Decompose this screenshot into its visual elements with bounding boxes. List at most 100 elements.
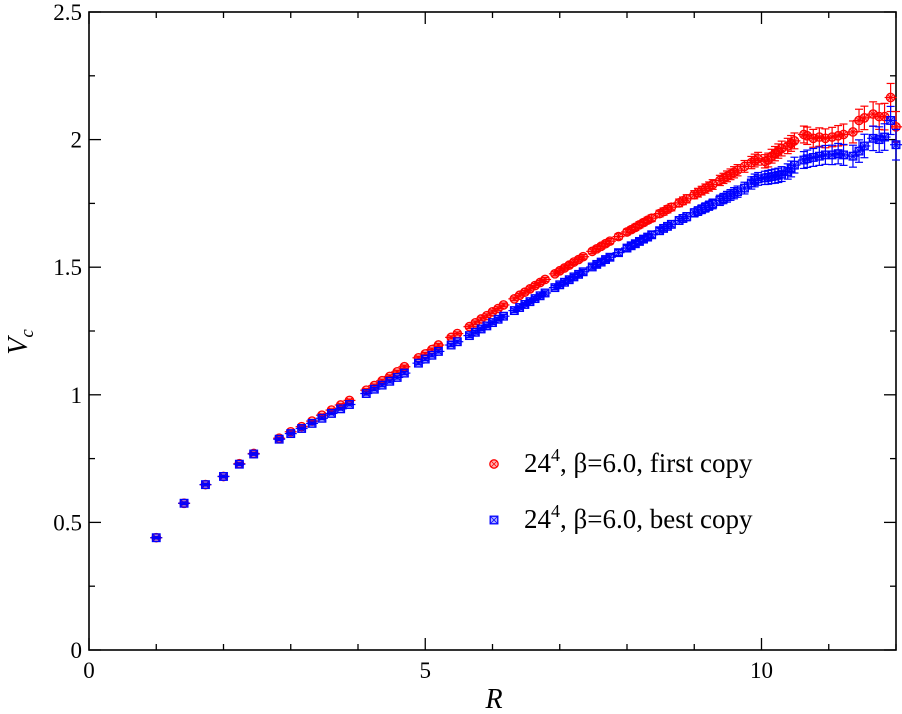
data-point	[603, 252, 616, 262]
y-tick-label: 1	[71, 383, 83, 408]
data-point	[612, 231, 625, 242]
point-marker	[550, 283, 560, 293]
point-marker	[327, 408, 336, 418]
data-point	[539, 288, 552, 298]
legend-superscript: 4	[551, 501, 560, 521]
point-marker	[452, 328, 463, 339]
data-point	[376, 380, 389, 390]
point-marker	[891, 140, 901, 150]
point-marker	[839, 150, 848, 160]
point-marker	[201, 480, 210, 490]
point-marker	[535, 291, 545, 301]
y-tick-label: 0	[71, 638, 83, 663]
data-point	[199, 480, 212, 490]
point-marker	[317, 413, 327, 423]
data-point	[398, 368, 411, 378]
point-marker	[790, 160, 799, 170]
legend-label: 244, β=6.0, first copy	[524, 445, 753, 478]
legend-text-rest: , β=6.0, first copy	[560, 448, 753, 478]
point-marker	[540, 288, 550, 298]
point-marker	[525, 297, 535, 307]
point-marker	[614, 248, 623, 258]
legend-label: 244, β=6.0, best copy	[524, 501, 753, 534]
point-marker	[578, 267, 588, 277]
y-axis-label: Vc	[3, 329, 38, 355]
data-point	[513, 303, 526, 312]
point-marker	[605, 236, 615, 247]
point-marker	[885, 92, 896, 103]
point-marker	[392, 372, 402, 382]
data-point	[867, 101, 880, 127]
point-marker	[361, 389, 371, 398]
point-marker	[613, 231, 624, 242]
point-marker	[345, 400, 354, 409]
legend-entry: 244, β=6.0, best copy	[489, 501, 753, 534]
data-point	[706, 198, 719, 210]
data-point	[432, 346, 445, 356]
point-marker	[452, 337, 462, 347]
legend-text-rest: , β=6.0, best copy	[560, 504, 753, 534]
point-marker	[151, 533, 161, 543]
data-point	[873, 126, 886, 153]
data-point	[612, 248, 625, 258]
data-point	[523, 297, 536, 307]
data-point	[508, 306, 521, 316]
data-point	[284, 429, 297, 439]
point-marker	[740, 183, 749, 193]
data-point	[837, 123, 850, 146]
data-series	[150, 82, 902, 543]
point-marker	[859, 113, 870, 123]
data-point	[247, 449, 260, 459]
point-marker	[647, 230, 657, 240]
data-point	[775, 140, 788, 157]
data-point	[603, 236, 616, 247]
point-marker	[498, 300, 509, 310]
point-marker	[646, 213, 657, 224]
point-marker	[520, 300, 530, 309]
legend-superscript: 4	[551, 445, 560, 465]
data-point	[807, 147, 820, 167]
data-point	[788, 156, 801, 174]
y-axis: 0 0.5 1 1.5 2 2.5	[53, 0, 896, 663]
point-marker	[880, 132, 890, 142]
point-marker	[530, 294, 540, 304]
point-marker	[838, 129, 849, 140]
data-point	[867, 125, 880, 152]
point-marker	[868, 109, 878, 119]
point-marker	[708, 199, 718, 209]
point-marker	[666, 202, 677, 213]
data-point	[315, 413, 328, 423]
point-marker	[530, 280, 540, 291]
x-tick-label: 0	[83, 658, 95, 683]
point-marker	[399, 368, 409, 378]
legend-square-marker	[489, 515, 499, 525]
data-point	[518, 300, 531, 309]
point-marker	[514, 290, 525, 301]
data-point	[706, 179, 719, 190]
point-marker	[307, 418, 317, 428]
data-point	[497, 311, 510, 321]
y-axis-label-main: V	[3, 335, 34, 355]
data-point	[878, 123, 891, 151]
plot-frame	[88, 11, 897, 651]
data-point	[826, 126, 839, 148]
data-point	[577, 267, 590, 277]
point-marker	[274, 434, 284, 444]
y-tick-label: 0.5	[53, 510, 82, 535]
x-tick-label: 10	[750, 658, 773, 683]
point-marker	[550, 268, 560, 279]
data-point	[306, 418, 319, 428]
data-point	[529, 280, 542, 291]
point-marker	[219, 472, 228, 481]
data-point	[788, 132, 801, 150]
x-axis-label: R	[484, 684, 502, 714]
point-marker	[789, 136, 800, 146]
data-point	[334, 404, 347, 414]
point-marker	[886, 116, 896, 125]
point-marker	[286, 429, 296, 439]
point-marker	[776, 143, 787, 154]
data-point	[150, 533, 163, 543]
data-point	[178, 498, 191, 508]
data-point	[325, 408, 338, 418]
data-point	[548, 268, 561, 279]
